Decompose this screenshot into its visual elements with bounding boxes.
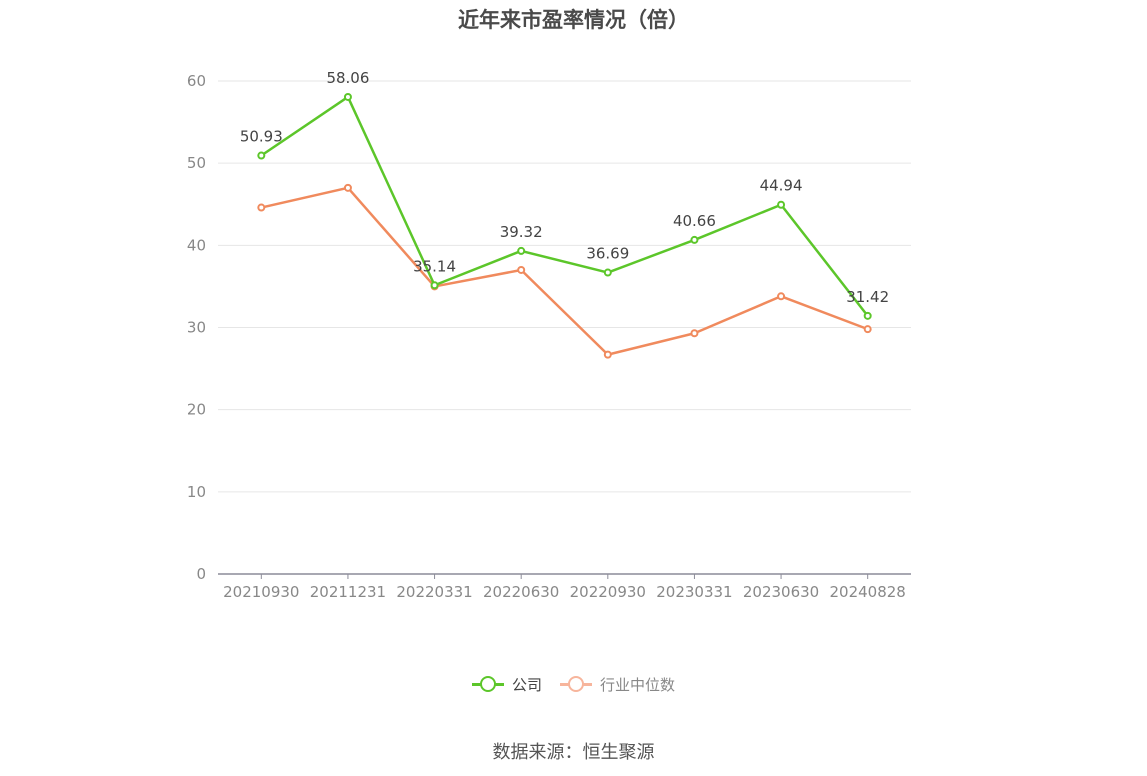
y-axis: 0 10 20 30 40 50 60	[187, 72, 206, 583]
data-point	[603, 268, 612, 277]
data-point	[863, 311, 872, 320]
data-label: 58.06	[326, 69, 369, 87]
chart-title: 近年来市盈率情况（倍）	[458, 8, 689, 32]
data-labels: 50.93 58.06 35.14 39.32 36.69 40.66 44.94 31.42	[240, 69, 889, 306]
y-tick-label: 50	[187, 154, 206, 172]
x-tick-label: 20240828	[830, 583, 906, 601]
data-label: 40.66	[673, 212, 716, 230]
data-point	[777, 200, 786, 209]
series-line	[261, 186, 869, 356]
x-tick-label: 20220930	[570, 583, 646, 601]
gridlines	[218, 80, 911, 493]
series-line	[260, 95, 869, 317]
data-point	[343, 183, 352, 192]
data-label: 50.93	[240, 128, 283, 146]
x-tick-label: 20220331	[396, 583, 472, 601]
data-source: 数据来源：恒生聚源	[492, 742, 655, 763]
data-point	[517, 265, 526, 274]
y-tick-label: 60	[187, 72, 206, 90]
x-tick-label: 20230331	[656, 583, 732, 601]
x-axis: 20210930 20211231 20220331 20220630 20220930…	[218, 573, 911, 601]
legend-industry-marker-icon	[560, 673, 592, 695]
data-label: 36.69	[586, 245, 629, 263]
y-tick-label: 40	[187, 236, 206, 254]
data-label: 39.32	[500, 223, 543, 241]
data-point	[863, 325, 872, 334]
data-point	[257, 203, 266, 212]
x-tick-label: 20211231	[310, 583, 386, 601]
y-tick-label: 0	[196, 565, 206, 583]
data-point	[690, 235, 699, 244]
series-lines	[257, 92, 872, 359]
legend: 公司 行业中位数	[0, 673, 1147, 695]
y-tick-label: 30	[187, 319, 206, 337]
data-point	[517, 246, 526, 255]
legend-company-marker-icon	[471, 673, 504, 695]
data-point	[690, 329, 699, 338]
data-label: 35.14	[413, 257, 456, 275]
data-label: 31.42	[846, 288, 889, 306]
data-point	[430, 281, 439, 290]
legend-industry-label: 行业中位数	[600, 675, 676, 694]
x-tick-label: 20210930	[223, 583, 299, 601]
data-point	[343, 92, 352, 101]
x-tick-label: 20230630	[743, 583, 819, 601]
x-tick-label: 20220630	[483, 583, 559, 601]
data-point	[257, 151, 266, 160]
data-point	[777, 292, 786, 301]
data-label: 44.94	[760, 177, 803, 195]
y-tick-label: 20	[187, 401, 206, 419]
y-tick-label: 10	[187, 483, 206, 501]
legend-company-label: 公司	[511, 675, 542, 694]
data-point	[603, 350, 612, 359]
legend-item-industry[interactable]: 行业中位数	[560, 673, 675, 695]
legend-item-company[interactable]: 公司	[471, 673, 542, 695]
